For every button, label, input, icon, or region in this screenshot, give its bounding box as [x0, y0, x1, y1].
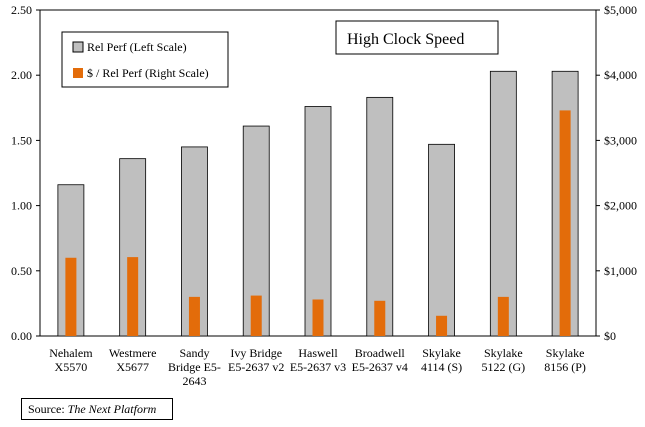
- right-tick-label: $1,000: [604, 264, 637, 278]
- bar-dollar-per-perf: [436, 315, 448, 336]
- legend-label-rel-perf: Rel Perf (Left Scale): [87, 40, 187, 54]
- legend-label-dollar-per-perf: $ / Rel Perf (Right Scale): [87, 66, 209, 80]
- bar-dollar-per-perf: [559, 110, 571, 337]
- dollar-per-perf-series: [65, 110, 571, 337]
- bar-dollar-per-perf: [127, 257, 139, 336]
- right-axis: $0 $1,000 $2,000 $3,000 $4,000 $5,000: [596, 3, 637, 343]
- x-tick-label: Skylake 5122 (G): [481, 346, 525, 374]
- left-tick-label: 0.50: [11, 264, 32, 278]
- left-tick-label: 2.50: [11, 3, 32, 17]
- x-tick-label: Haswell E5-2637 v3: [290, 346, 346, 374]
- bar-rel-perf: [489, 70, 517, 337]
- right-tick-label: $5,000: [604, 3, 637, 17]
- x-tick-label: Ivy Bridge E5-2637 v2: [228, 346, 284, 374]
- right-tick-label: $2,000: [604, 199, 637, 213]
- x-tick-label: Broadwell E5-2637 v4: [352, 346, 408, 374]
- bar-dollar-per-perf: [312, 299, 324, 336]
- left-tick-label: 1.00: [11, 199, 32, 213]
- bar-rel-perf: [428, 143, 455, 337]
- chart-title: High Clock Speed: [347, 31, 464, 48]
- x-tick-label: Nehalem X5570: [49, 346, 93, 374]
- left-tick-label: 2.00: [11, 68, 32, 82]
- x-tick-label: Westmere X5677: [109, 346, 157, 374]
- chart: 0.000.501.001.502.002.50 $0$1,000$2,000$…: [11, 3, 637, 388]
- right-tick-label: $3,000: [604, 133, 637, 147]
- source-name: The Next Platform: [67, 402, 157, 416]
- right-tick-label: $0: [604, 329, 616, 343]
- bar-dollar-per-perf: [250, 295, 262, 336]
- bar-rel-perf: [304, 106, 332, 337]
- x-tick-label: Skylake 4114 (S): [421, 346, 462, 374]
- right-tick-label: $4,000: [604, 68, 637, 82]
- bar-dollar-per-perf: [497, 296, 509, 336]
- rel-perf-series: [57, 70, 579, 337]
- bar-dollar-per-perf: [65, 257, 77, 336]
- legend-swatch-rel-perf: [72, 41, 84, 53]
- source-note: Source: The Next Platform: [21, 398, 173, 420]
- left-axis: 0.00 0.50 1.00 1.50 2.00 2.50: [11, 3, 40, 343]
- x-tick-label: Skylake 8156 (P): [544, 346, 586, 374]
- bar-dollar-per-perf: [188, 296, 200, 336]
- title-box: High Clock Speed: [335, 20, 499, 55]
- bar-rel-perf: [366, 96, 394, 337]
- legend: Rel Perf (Left Scale) $ / Rel Perf (Righ…: [61, 31, 229, 88]
- x-tick-label: Sandy Bridge E5-2643: [168, 346, 221, 388]
- left-tick-label: 1.50: [11, 133, 32, 147]
- x-axis: Nehalem X5570 Westmere X5677 Sandy Bridge E5-…: [49, 346, 586, 388]
- legend-swatch-dollar-per-perf: [73, 68, 83, 78]
- left-tick-label: 0.00: [11, 329, 32, 343]
- legend-box: [61, 31, 229, 88]
- bar-dollar-per-perf: [374, 300, 386, 336]
- source-label: Source:: [28, 402, 68, 416]
